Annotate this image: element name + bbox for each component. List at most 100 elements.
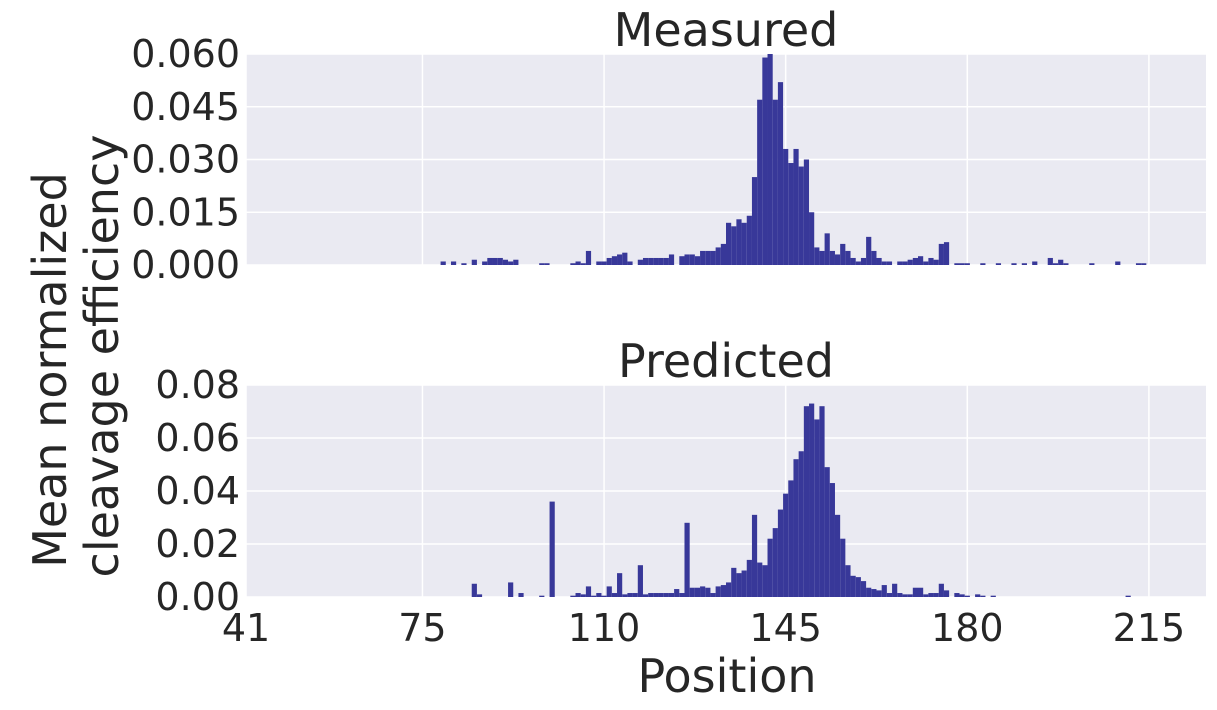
bar [881, 261, 887, 265]
x-tick-label: 110 [568, 606, 641, 650]
bar [928, 257, 934, 265]
bar [1063, 263, 1069, 265]
bar [746, 559, 752, 597]
bar [897, 593, 903, 597]
bar [679, 256, 685, 265]
chart-title-predicted: Predicted [618, 334, 834, 388]
bar [990, 595, 996, 597]
bar [814, 419, 820, 597]
bar [580, 263, 586, 265]
bar [570, 263, 576, 265]
bar [793, 459, 799, 597]
bar [866, 587, 872, 597]
bar [777, 82, 784, 265]
bar [819, 250, 825, 265]
bar [653, 593, 659, 597]
bar [783, 148, 789, 265]
bar [767, 54, 773, 265]
bar [975, 594, 981, 597]
bar [627, 261, 633, 265]
bar [653, 257, 659, 265]
bar [886, 593, 893, 597]
x-tick-label: 215 [1113, 606, 1186, 650]
bar [943, 590, 950, 597]
bar [689, 254, 695, 265]
bar [715, 247, 721, 265]
bar [777, 509, 784, 597]
bar [700, 250, 706, 265]
panel-predicted: 0.00 0.02 0.04 0.06 0.08 Predicted [155, 334, 1206, 619]
x-axis-label: Position [637, 649, 816, 703]
y-tick-label: 0.045 [131, 85, 240, 129]
bar [959, 594, 965, 597]
bar [995, 263, 1002, 265]
bar [637, 565, 643, 597]
bar [596, 593, 602, 597]
bar [1021, 263, 1027, 265]
bar [720, 243, 726, 265]
bar [632, 593, 638, 597]
bar [897, 261, 903, 265]
bar [492, 257, 498, 265]
bar [710, 593, 716, 597]
bar [918, 256, 924, 265]
bar [788, 480, 794, 597]
x-tick-label: 75 [398, 606, 446, 650]
bar [840, 243, 846, 265]
bar [637, 259, 643, 265]
bar [611, 593, 618, 597]
bar [772, 528, 778, 597]
bar [850, 575, 856, 597]
bar [871, 589, 877, 597]
bar [508, 261, 514, 265]
bar [585, 250, 592, 265]
bar [1115, 261, 1121, 265]
bar [663, 593, 669, 597]
y-tick-label: 0.060 [131, 32, 240, 76]
bar [461, 263, 467, 265]
bar [570, 595, 576, 597]
bar [710, 250, 716, 265]
bar [959, 263, 965, 265]
bar [617, 254, 623, 265]
bar [964, 595, 970, 597]
bar [1011, 263, 1017, 265]
bar [544, 263, 550, 265]
bar [1089, 263, 1095, 265]
bar [860, 257, 867, 265]
bar [679, 593, 685, 597]
bar [539, 595, 545, 597]
y-tick-label: 0.015 [131, 190, 240, 234]
bar [741, 570, 747, 597]
bar [845, 250, 851, 265]
bar [803, 159, 810, 265]
bar [741, 222, 747, 265]
bar [668, 254, 675, 265]
bar [539, 263, 545, 265]
bar [642, 257, 649, 265]
bar [648, 257, 654, 265]
bar [617, 573, 623, 597]
bar [912, 587, 918, 597]
bar [814, 247, 820, 265]
bar [918, 587, 924, 597]
chart-title-measured: Measured [614, 3, 839, 57]
bar [684, 254, 690, 265]
bar [933, 593, 939, 597]
bar [933, 259, 939, 265]
bar [601, 261, 607, 265]
x-tick-label: 41 [222, 606, 270, 650]
bar [674, 589, 680, 597]
bar [845, 565, 851, 597]
y-axis-label-line-2: cleavage efficiency [75, 135, 129, 578]
bar [508, 582, 514, 597]
bar [829, 250, 835, 265]
bar [824, 233, 830, 265]
bar [876, 257, 882, 265]
bar [622, 252, 628, 265]
bar [767, 538, 773, 597]
bar [720, 585, 726, 597]
bar [471, 259, 477, 265]
bar [575, 261, 581, 265]
bar [809, 403, 815, 597]
